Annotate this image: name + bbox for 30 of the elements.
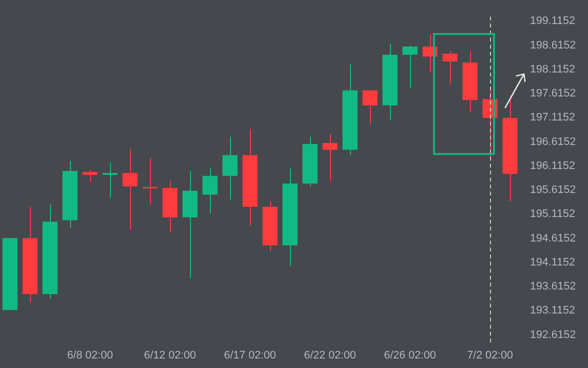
x-tick-label: 6/8 02:00 (67, 349, 113, 362)
y-tick-label: 199.1152 (530, 15, 576, 28)
candlestick (402, 45, 418, 88)
y-tick-label: 194.1152 (530, 256, 576, 268)
candlestick (202, 167, 218, 214)
candlestick (142, 157, 158, 205)
candlestick (362, 90, 378, 125)
y-tick-label: 194.6152 (530, 232, 576, 244)
y-tick-label: 198.1152 (530, 63, 576, 76)
y-tick-label: 195.1152 (530, 208, 576, 220)
x-tick-label: 7/2 02:00 (467, 349, 513, 362)
x-tick-label: 6/17 02:00 (224, 349, 276, 362)
candlestick (322, 133, 338, 182)
x-tick-label: 6/12 02:00 (144, 349, 196, 362)
x-tick-label: 6/26 02:00 (384, 349, 436, 362)
candlestick (442, 50, 458, 85)
candlestick (82, 170, 98, 182)
y-tick-label: 193.6152 (530, 280, 576, 293)
x-tick-label: 6/22 02:00 (304, 349, 356, 362)
candlestick (122, 148, 138, 230)
y-tick-label: 193.1152 (530, 304, 576, 317)
y-tick-label: 192.6152 (530, 328, 576, 341)
y-tick-label: 198.6152 (530, 39, 576, 52)
y-tick-label: 195.6152 (530, 184, 576, 196)
y-tick-label: 196.1152 (530, 160, 576, 172)
candlestick (102, 162, 118, 198)
y-tick-label: 197.6152 (530, 88, 576, 100)
y-tick-label: 196.6152 (530, 136, 576, 148)
y-tick-label: 197.1152 (530, 112, 576, 124)
candlestick (222, 136, 238, 200)
